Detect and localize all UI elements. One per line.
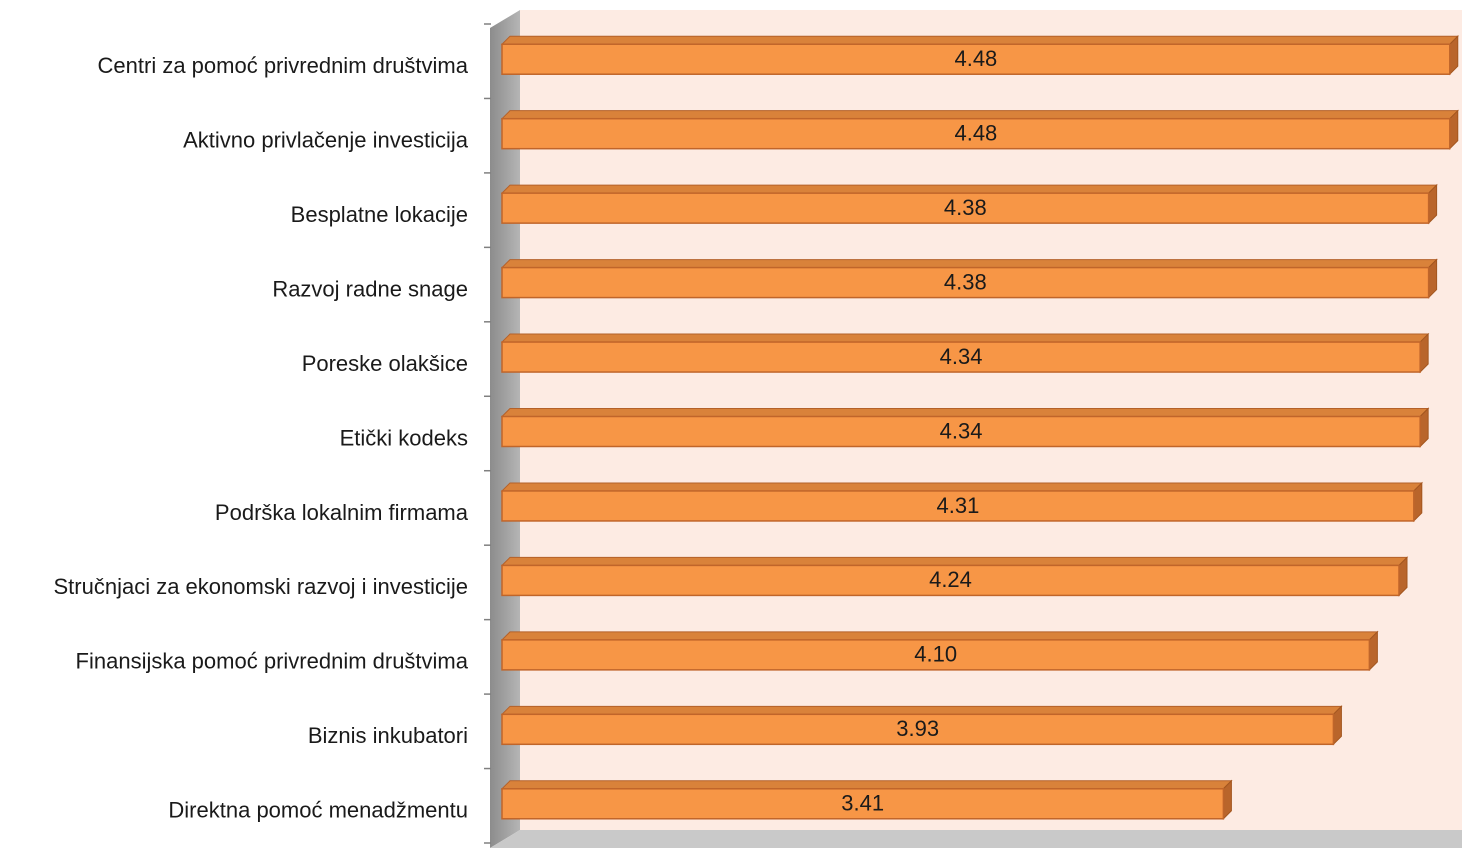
bar-top [500,631,1379,641]
data-label: 4.10 [914,642,957,667]
category-label: Centri za pomoć privrednim društvima [98,53,469,78]
data-label: 4.38 [944,269,987,294]
category-label: Stručnjaci za ekonomski razvoj i investi… [54,574,469,599]
bar [501,713,1335,746]
bar-top [500,259,1438,269]
bar-top [500,705,1343,715]
data-label: 4.48 [954,120,997,145]
bar [501,415,1421,448]
bar [501,117,1451,150]
data-label: 4.31 [936,493,979,518]
data-label: 4.24 [929,567,972,592]
floor [490,830,1462,848]
bar-top [500,780,1233,790]
data-label: 4.34 [940,344,983,369]
category-label: Poreske olakšice [302,351,468,376]
bar-top [500,35,1459,45]
data-label: 4.38 [944,195,987,220]
bar-top [500,333,1430,343]
category-label: Besplatne lokacije [291,202,468,227]
category-label: Direktna pomoć menadžmentu [168,798,468,823]
bar [501,788,1225,820]
bar-top [500,482,1424,492]
bar [501,564,1400,597]
category-label: Etički kodeks [340,425,468,450]
data-label: 3.93 [896,716,939,741]
category-label: Aktivno privlačenje investicija [183,127,469,152]
category-label: Razvoj radne snage [272,276,468,301]
bar-top [500,556,1409,566]
bar-top [500,408,1430,417]
bar [501,341,1421,373]
bar [501,266,1430,299]
category-label: Podrška lokalnim firmama [215,500,469,525]
bar-top [500,110,1459,120]
bar-top [500,184,1438,194]
bar [501,192,1430,224]
bar [501,639,1371,671]
data-label: 3.41 [841,791,884,816]
data-label: 4.34 [940,418,983,443]
bar [501,43,1451,75]
bar [501,490,1415,522]
category-label: Finansijska pomoć privrednim društvima [76,649,469,674]
data-label: 4.48 [954,46,997,71]
category-label: Biznis inkubatori [308,723,468,748]
